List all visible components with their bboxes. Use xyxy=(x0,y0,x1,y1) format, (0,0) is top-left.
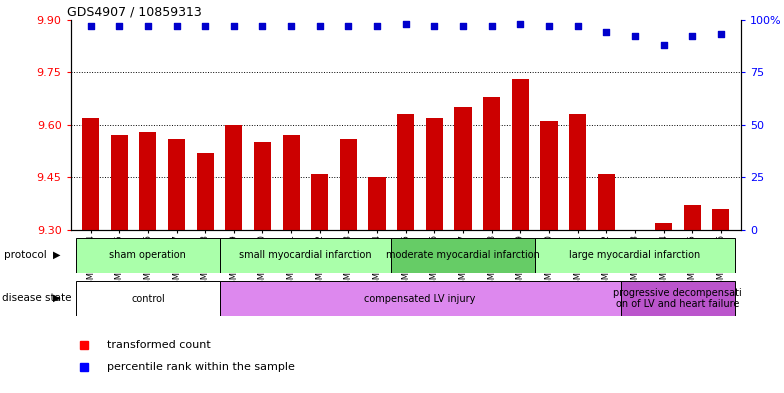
Bar xyxy=(621,281,735,316)
Bar xyxy=(455,107,472,230)
Point xyxy=(199,23,212,29)
Point xyxy=(85,23,97,29)
Bar xyxy=(684,206,701,230)
Point xyxy=(342,23,354,29)
Bar xyxy=(82,118,100,230)
Point xyxy=(657,42,670,48)
Point xyxy=(256,23,269,29)
Text: transformed count: transformed count xyxy=(107,340,211,350)
Bar xyxy=(426,118,443,230)
Bar xyxy=(197,153,214,230)
Text: large myocardial infarction: large myocardial infarction xyxy=(569,250,701,261)
Point xyxy=(227,23,240,29)
Point xyxy=(600,29,612,35)
Bar xyxy=(225,125,242,230)
Text: sham operation: sham operation xyxy=(110,250,187,261)
Bar xyxy=(391,238,535,273)
Text: progressive decompensati
on of LV and heart failure: progressive decompensati on of LV and he… xyxy=(614,288,742,309)
Text: ▶: ▶ xyxy=(53,292,60,303)
Point xyxy=(142,23,154,29)
Point xyxy=(514,21,527,27)
Text: percentile rank within the sample: percentile rank within the sample xyxy=(107,362,296,372)
Bar xyxy=(483,97,500,230)
Point xyxy=(285,23,297,29)
Point xyxy=(399,21,412,27)
Point xyxy=(572,23,584,29)
Point xyxy=(714,31,727,37)
Bar xyxy=(712,209,729,230)
Text: protocol: protocol xyxy=(4,250,47,260)
Bar xyxy=(311,174,328,230)
Point xyxy=(428,23,441,29)
Bar xyxy=(111,135,128,230)
Text: control: control xyxy=(131,294,165,304)
Bar xyxy=(597,174,615,230)
Text: compensated LV injury: compensated LV injury xyxy=(365,294,476,304)
Point xyxy=(113,23,125,29)
Bar xyxy=(220,281,621,316)
Text: GDS4907 / 10859313: GDS4907 / 10859313 xyxy=(67,6,202,18)
Bar xyxy=(535,238,735,273)
Bar xyxy=(220,238,391,273)
Point xyxy=(629,33,641,40)
Bar xyxy=(540,121,557,230)
Point xyxy=(314,23,326,29)
Bar xyxy=(339,139,357,230)
Text: moderate myocardial infarction: moderate myocardial infarction xyxy=(386,250,540,261)
Text: ▶: ▶ xyxy=(53,250,60,260)
Bar xyxy=(76,281,220,316)
Bar xyxy=(140,132,157,230)
Text: small myocardial infarction: small myocardial infarction xyxy=(239,250,372,261)
Bar xyxy=(397,114,414,230)
Bar xyxy=(655,223,672,230)
Bar xyxy=(76,238,220,273)
Point xyxy=(686,33,699,40)
Point xyxy=(371,23,383,29)
Point xyxy=(457,23,470,29)
Point xyxy=(170,23,183,29)
Bar xyxy=(254,142,271,230)
Bar xyxy=(368,177,386,230)
Bar xyxy=(168,139,185,230)
Text: disease state: disease state xyxy=(2,292,71,303)
Point xyxy=(543,23,555,29)
Bar xyxy=(282,135,299,230)
Bar xyxy=(569,114,586,230)
Point xyxy=(485,23,498,29)
Bar xyxy=(512,79,529,230)
